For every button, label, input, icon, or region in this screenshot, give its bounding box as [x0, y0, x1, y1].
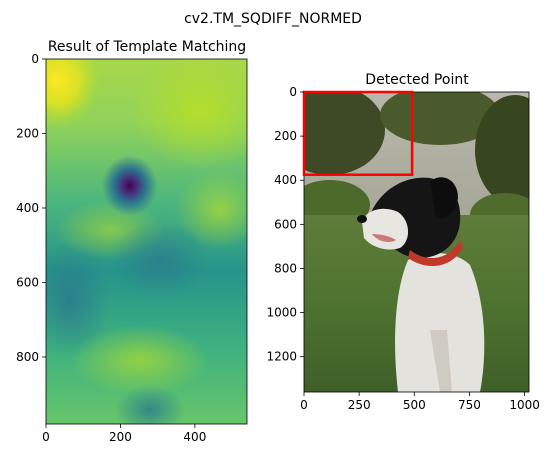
heatmap-minimum — [101, 155, 158, 216]
heatmap-blue-left — [46, 240, 110, 360]
heatmap-y-tick-label: 200 — [16, 126, 39, 140]
dog-photo — [304, 92, 529, 392]
image-title: Detected Point — [365, 72, 469, 88]
figure-suptitle: cv2.TM_SQDIFF_NORMED — [184, 11, 362, 27]
heatmap-y-tick-label: 400 — [16, 201, 39, 215]
image-y-tick-label: 1000 — [266, 306, 297, 320]
heatmap-y-tick-label: 800 — [16, 350, 39, 364]
image-x-tick-label: 0 — [300, 398, 308, 412]
tree-canopy-left — [304, 92, 385, 175]
dog-ear — [430, 177, 458, 219]
image-y-tick-label: 200 — [274, 129, 297, 143]
dog-collar — [408, 240, 463, 267]
dog-leg-shadow — [430, 330, 452, 392]
heatmap-x-tick-label: 200 — [109, 430, 132, 444]
heatmap-lime-lower — [70, 325, 210, 395]
heatmap-frame — [45, 58, 248, 425]
heatmap-max-region — [46, 59, 100, 128]
detection-rectangle — [302, 90, 414, 176]
image-x-axis: 0 250 500 750 1000 — [300, 392, 540, 412]
heatmap-y-tick-label: 0 — [31, 52, 39, 66]
dog-nose — [357, 215, 367, 223]
image-y-tick-label: 800 — [274, 261, 297, 275]
image-x-tick-label: 250 — [348, 398, 371, 412]
image-y-tick-label: 1200 — [266, 350, 297, 364]
image-y-tick-label: 400 — [274, 173, 297, 187]
image-y-tick-label: 0 — [289, 85, 297, 99]
tree-canopy-center — [380, 92, 500, 145]
heatmap-title: Result of Template Matching — [48, 39, 246, 55]
image-y-axis: 0 200 400 600 800 1000 1200 — [266, 85, 304, 364]
heatmap-plot — [46, 59, 247, 424]
image-x-tick-label: 750 — [458, 398, 481, 412]
heatmap-y-tick-label: 600 — [16, 275, 39, 289]
image-y-tick-label: 600 — [274, 217, 297, 231]
heatmap-blue-bottom — [115, 385, 185, 424]
heatmap-y-axis: 0 200 400 600 800 — [16, 52, 46, 364]
tree-canopy-right — [475, 95, 529, 205]
heatmap-x-tick-label: 0 — [42, 430, 50, 444]
image-x-tick-label: 1000 — [509, 398, 540, 412]
heatmap-x-axis: 0 200 400 — [42, 424, 206, 444]
dog-body — [395, 253, 485, 392]
heatmap-blue-mid — [110, 220, 210, 300]
heatmap-x-tick-label: 400 — [183, 430, 206, 444]
image-x-tick-label: 500 — [403, 398, 426, 412]
image-frame — [303, 91, 530, 393]
dog-tongue — [372, 234, 396, 242]
dog-muzzle — [362, 208, 409, 250]
heatmap-lime-upper — [130, 59, 247, 170]
